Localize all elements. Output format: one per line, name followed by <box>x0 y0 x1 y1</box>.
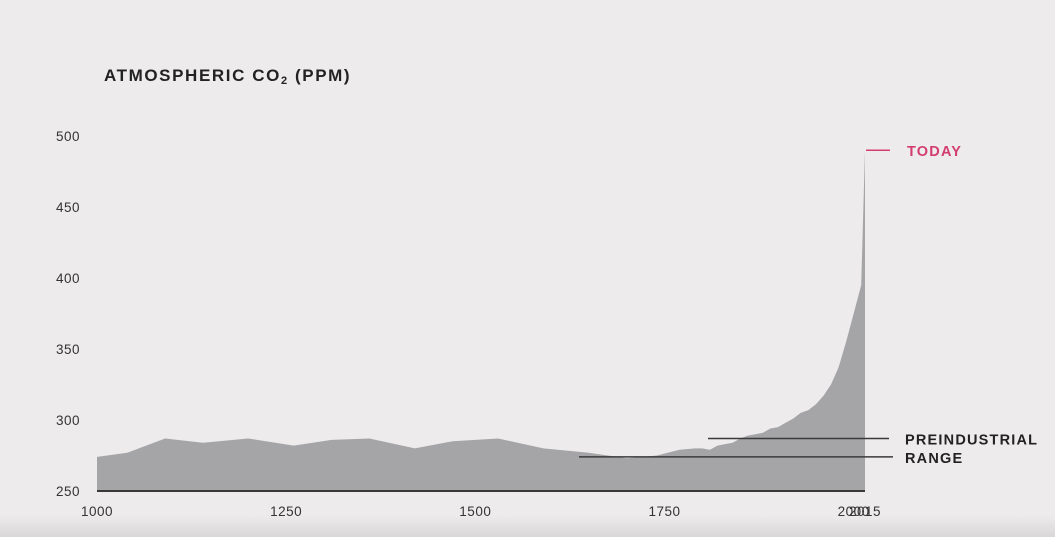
x-tick-label: 1750 <box>648 504 680 519</box>
x-tick-label: 1000 <box>81 504 113 519</box>
y-tick-label: 400 <box>56 271 80 286</box>
chart-title: ATMOSPHERIC CO2 (PPM) <box>104 66 351 87</box>
y-tick-label: 250 <box>56 484 80 499</box>
y-tick-label: 500 <box>56 129 80 144</box>
preindustrial-label: PREINDUSTRIAL <box>905 432 1038 448</box>
y-tick-label: 300 <box>56 413 80 428</box>
x-tick-label: 2015 <box>849 504 881 519</box>
y-tick-label: 350 <box>56 342 80 357</box>
x-tick-label: 1250 <box>270 504 302 519</box>
title-subscript: 2 <box>281 75 289 87</box>
x-tick-label: 1500 <box>459 504 491 519</box>
title-suffix: (PPM) <box>289 66 351 85</box>
co2-area <box>97 150 865 491</box>
range-label: RANGE <box>905 451 963 467</box>
today-label: TODAY <box>907 144 962 160</box>
y-tick-label: 450 <box>56 200 80 215</box>
